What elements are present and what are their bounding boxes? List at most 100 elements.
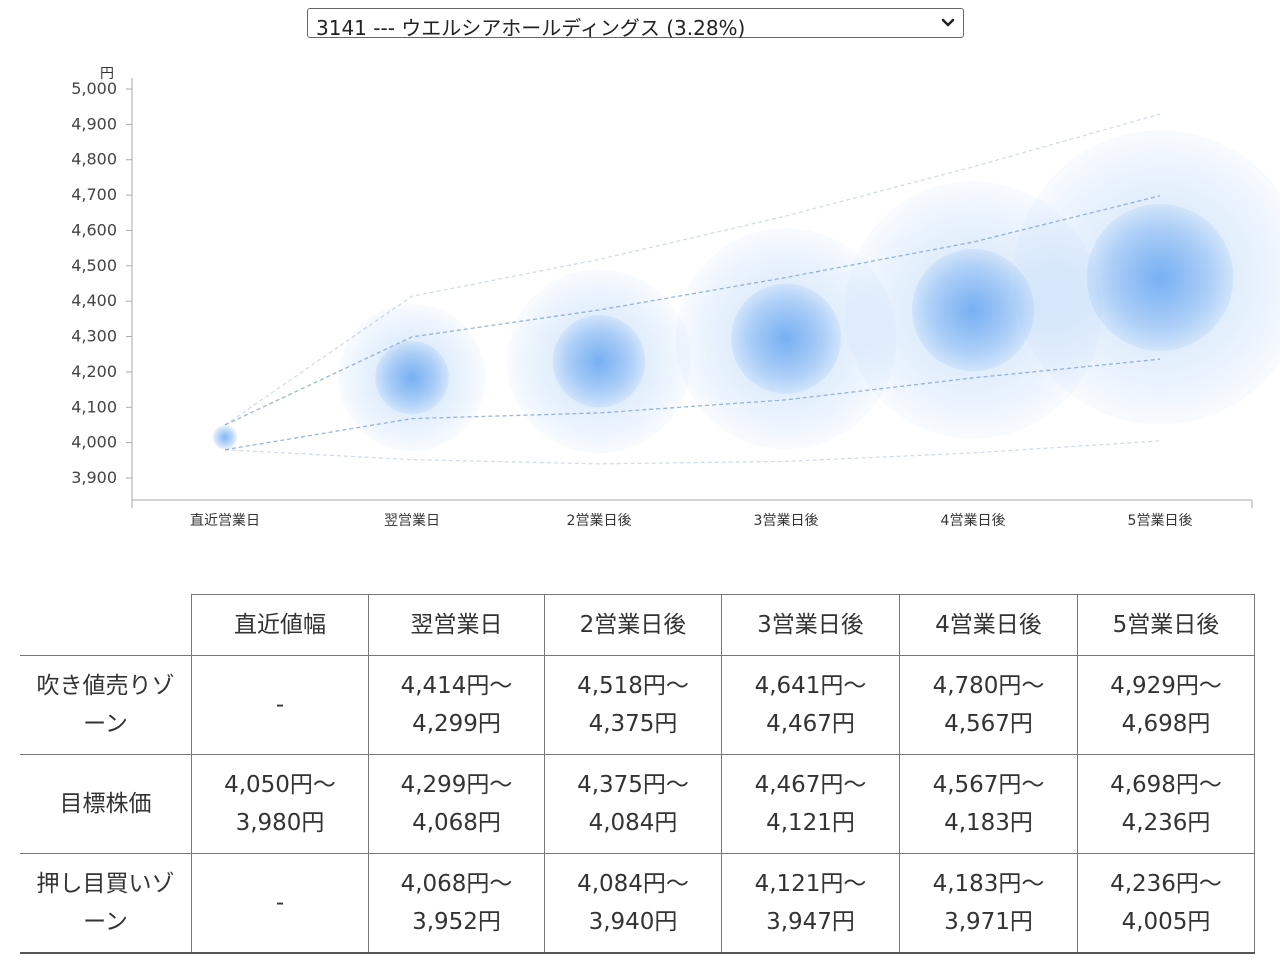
row-label-line: ーン	[83, 711, 128, 737]
bubble-point	[213, 425, 237, 450]
chevron-down-icon	[941, 18, 955, 27]
table-cell: 4,780円〜 4,567円	[899, 655, 1078, 755]
cell-line: 4,299円〜	[400, 772, 513, 798]
table-cell: 4,698円〜 4,236円	[1077, 754, 1255, 854]
x-tick-label: 5営業日後	[1128, 513, 1193, 529]
cell-line: -	[275, 890, 285, 916]
table-cell: 4,641円〜 4,467円	[721, 655, 900, 755]
cell-line: 4,068円	[412, 810, 501, 836]
y-tick-label: 4,800	[71, 150, 117, 169]
cell-line: 3,947円	[766, 909, 855, 935]
y-tick-label: 4,300	[71, 327, 117, 346]
table-header: 3営業日後	[721, 594, 900, 656]
table-header: 2営業日後	[544, 594, 722, 656]
cell-line: 4,641円〜	[754, 673, 867, 699]
y-tick-label: 4,400	[71, 291, 117, 310]
cell-line: 4,068円〜	[400, 871, 513, 897]
y-tick-label: 4,000	[71, 433, 117, 452]
cell-line: 4,698円	[1121, 711, 1211, 737]
y-tick-label: 5,000	[71, 79, 117, 98]
bubble-inner	[911, 248, 1035, 372]
y-tick-label: 4,900	[71, 114, 117, 133]
table-row-label: 目標株価	[20, 754, 192, 854]
table-cell: 4,567円〜 4,183円	[899, 754, 1078, 854]
x-tick-label: 翌営業日	[384, 513, 440, 529]
forecast-table: 直近値幅 翌営業日 2営業日後 3営業日後 4営業日後 5営業日後 吹き値売りゾ…	[20, 594, 1255, 954]
cell-line: 4,518円〜	[577, 673, 689, 699]
cell-line: 4,929円〜	[1110, 673, 1222, 699]
cell-line: 4,084円〜	[577, 871, 689, 897]
y-tick-label: 4,500	[71, 256, 117, 275]
table-cell: 4,299円〜 4,068円	[368, 754, 545, 854]
table-row: 目標株価 4,050円〜 3,980円 4,299円〜 4,068円 4,375円〜 4,0…	[20, 754, 1255, 854]
y-tick-label: 4,700	[71, 185, 117, 204]
bubble-inner	[730, 283, 842, 394]
cell-line: 4,780円〜	[932, 673, 1045, 699]
cell-line: 4,467円	[766, 711, 855, 737]
table-row-label: 吹き値売りゾ ーン	[20, 655, 192, 755]
table-header: 4営業日後	[899, 594, 1078, 656]
table-row: 押し目買いゾ ーン - 4,068円〜 3,952円 4,084円〜 3,940円 4,121…	[20, 853, 1255, 954]
forecast-chart: 円 3,900 4,000 4,100 4,200 4,300 4,400 4,500 4,60…	[71, 66, 1280, 529]
cell-line: 4,183円	[944, 810, 1033, 836]
cell-line: 4,236円	[1121, 810, 1211, 836]
cell-line: 4,698円〜	[1110, 772, 1222, 798]
cell-line: 3,940円	[588, 909, 678, 935]
bubble-inner	[1086, 203, 1234, 352]
guide-lower-outer	[224, 440, 1161, 465]
y-tick-label: 3,900	[71, 468, 117, 487]
guide-lower-inner	[224, 358, 1161, 451]
x-tick-label: 2営業日後	[567, 513, 632, 529]
row-label-line: 吹き値売りゾ	[36, 673, 175, 699]
table-header-row: 直近値幅 翌営業日 2営業日後 3営業日後 4営業日後 5営業日後	[20, 594, 1255, 656]
cell-line: 3,952円	[412, 909, 501, 935]
table-row: 吹き値売りゾ ーン - 4,414円〜 4,299円 4,518円〜 4,375円 4,641…	[20, 655, 1255, 755]
guide-upper-outer	[224, 113, 1161, 426]
table-cell: 4,084円〜 3,940円	[544, 853, 722, 954]
cell-line: 4,121円〜	[754, 871, 867, 897]
stock-selector-value: 3141 --- ウエルシアホールディングス (3.28%)	[316, 16, 746, 40]
x-tick-label: 4営業日後	[941, 513, 1006, 529]
table-cell: 4,929円〜 4,698円	[1077, 655, 1255, 755]
table-cell: -	[191, 655, 369, 755]
cell-line: 4,121円	[766, 810, 855, 836]
table-cell: 4,236円〜 4,005円	[1077, 853, 1255, 954]
cell-line: 4,050円〜	[224, 772, 336, 798]
y-tick-label: 4,100	[71, 397, 117, 416]
x-tick-label: 直近営業日	[190, 512, 260, 529]
bubble-inner	[552, 314, 646, 408]
table-corner	[20, 594, 192, 656]
table-cell: -	[191, 853, 369, 954]
table-cell: 4,414円〜 4,299円	[368, 655, 545, 755]
guide-upper-inner	[224, 195, 1161, 426]
row-label-line: 押し目買いゾ	[36, 871, 175, 897]
table-cell: 4,183円〜 3,971円	[899, 853, 1078, 954]
cell-line: 3,971円	[944, 909, 1033, 935]
table-cell: 4,518円〜 4,375円	[544, 655, 722, 755]
cell-line: -	[275, 692, 285, 718]
table-header: 直近値幅	[191, 594, 369, 656]
x-tick-label: 3営業日後	[754, 513, 819, 529]
cell-line: 4,183円〜	[932, 871, 1045, 897]
cell-line: 3,980円	[235, 810, 325, 836]
y-axis-label: 円	[100, 66, 114, 82]
cell-line: 4,084円	[588, 810, 678, 836]
table-header: 5営業日後	[1077, 594, 1255, 656]
table-cell: 4,068円〜 3,952円	[368, 853, 545, 954]
table-cell: 4,121円〜 3,947円	[721, 853, 900, 954]
table-row-label: 押し目買いゾ ーン	[20, 853, 192, 954]
table-cell: 4,375円〜 4,084円	[544, 754, 722, 854]
y-tick-label: 4,600	[71, 220, 117, 239]
row-label-line: ーン	[83, 909, 128, 935]
table-cell: 4,050円〜 3,980円	[191, 754, 369, 854]
row-label-line: 目標株価	[59, 791, 152, 817]
cell-line: 4,005円	[1121, 909, 1211, 935]
cell-line: 4,467円〜	[754, 772, 867, 798]
stock-selector[interactable]: 3141 --- ウエルシアホールディングス (3.28%)	[307, 8, 964, 40]
y-tick-label: 4,200	[71, 362, 117, 381]
bubble-inner	[375, 340, 449, 415]
table-header: 翌営業日	[368, 594, 545, 656]
cell-line: 4,375円	[588, 711, 678, 737]
cell-line: 4,567円〜	[932, 772, 1045, 798]
table-cell: 4,467円〜 4,121円	[721, 754, 900, 854]
